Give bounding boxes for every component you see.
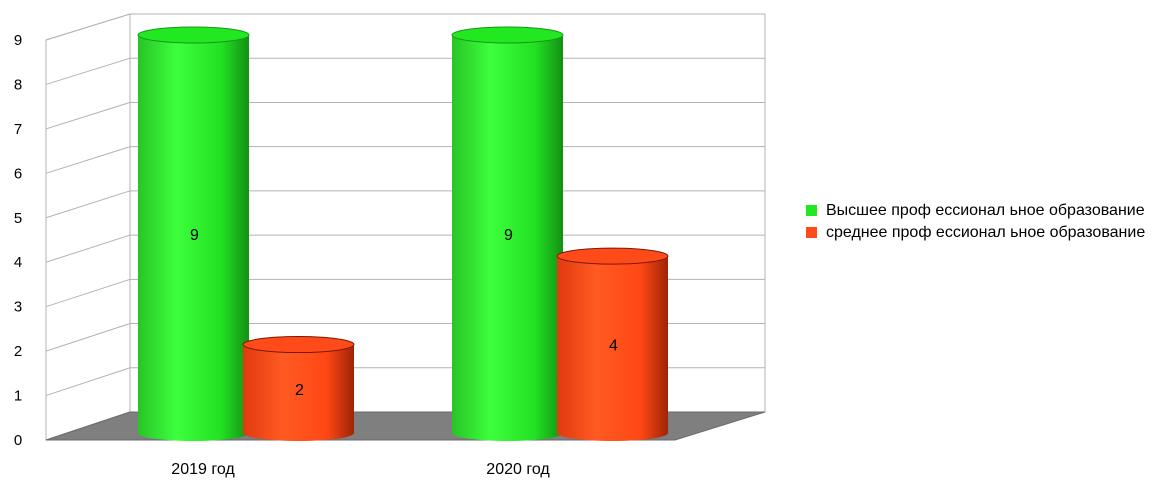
x-axis-labels: 2019 год 2020 год (171, 461, 550, 478)
y-tick-label: 2 (14, 343, 22, 360)
x-category-label: 2020 год (486, 461, 550, 478)
data-label: 4 (609, 338, 618, 355)
legend-item-higher-education: Высшее проф ессионал ьное образование (806, 203, 1172, 219)
gridline-side (45, 13, 131, 41)
legend-label: среднее проф ессионал ьное образование (826, 224, 1146, 241)
x-category-label: 2019 год (171, 461, 235, 478)
bar-top (556, 247, 669, 265)
data-label: 2 (295, 382, 304, 399)
legend-swatch-green (806, 205, 817, 216)
y-tick-label: 6 (14, 165, 22, 182)
legend-swatch-orange (806, 227, 817, 238)
bar-higher-1 (452, 35, 563, 441)
y-tick-label: 0 (14, 432, 22, 449)
data-label: 9 (504, 227, 513, 244)
bars: 9 2 9 4 (137, 26, 669, 441)
gridline-side (45, 101, 131, 130)
side-wall (45, 13, 131, 441)
legend-label: Высшее проф ессионал ьное образование (826, 202, 1145, 219)
gridline-side (45, 367, 131, 397)
bar-top (451, 26, 564, 44)
y-axis-ticks: 0 1 2 3 4 5 6 7 8 9 (14, 32, 22, 449)
bar-secondary-0 (243, 344, 354, 441)
y-tick-label: 1 (14, 388, 22, 405)
bar-top (242, 336, 355, 354)
legend-item-secondary-education: среднее проф ессионал ьное образование (806, 225, 1172, 241)
y-tick-label: 7 (14, 121, 22, 138)
data-label: 9 (190, 227, 199, 244)
bar-higher-0 (138, 35, 249, 441)
gridline-side (45, 190, 131, 219)
y-tick-label: 9 (14, 32, 22, 49)
y-tick-label: 5 (14, 210, 22, 227)
y-tick-label: 3 (14, 299, 22, 316)
gridline-side (45, 323, 131, 352)
bar-secondary-1 (557, 256, 668, 441)
gridline-side (45, 278, 131, 308)
y-tick-label: 4 (14, 254, 22, 271)
y-tick-label: 8 (14, 76, 22, 93)
bar-top (137, 26, 250, 44)
gridline-side (45, 57, 131, 85)
gridline-side (45, 146, 131, 174)
legend: Высшее проф ессионал ьное образование ср… (806, 203, 1172, 247)
gridline-side (45, 234, 131, 263)
